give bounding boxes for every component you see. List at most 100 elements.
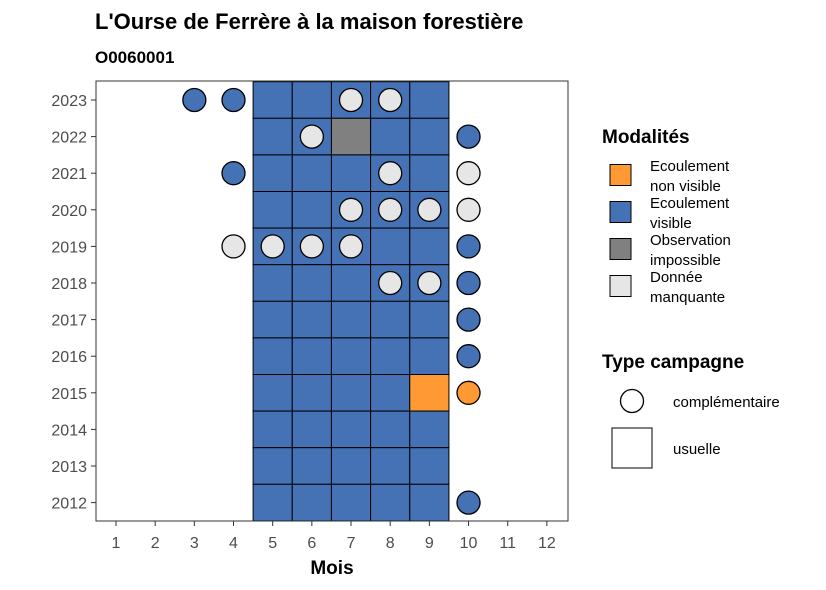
tile-2018-6 — [291, 264, 332, 302]
tile-2015-5 — [252, 374, 293, 412]
point-2022-10 — [456, 124, 481, 149]
y-tick-label: 2012 — [51, 496, 87, 513]
tile-2020-5 — [252, 191, 293, 229]
x-tick-label: 11 — [499, 535, 516, 552]
point-2023-8 — [378, 87, 403, 113]
tile-2014-7 — [330, 410, 372, 449]
tile-2021-9 — [409, 154, 450, 192]
point-2021-8 — [378, 161, 403, 186]
tile-2013-7 — [330, 447, 372, 485]
point-2019-10 — [456, 234, 481, 259]
tile-2022-5 — [252, 117, 293, 156]
x-tick-label: 3 — [190, 535, 199, 552]
x-tick-label: 7 — [347, 535, 356, 552]
point-2019-5 — [260, 234, 285, 259]
tile-2021-5 — [252, 154, 293, 192]
legend-label-line1: Observation — [650, 232, 731, 249]
tile-2021-6 — [291, 154, 332, 192]
legend-square-symbol — [611, 427, 653, 469]
y-tick-label: 2022 — [51, 130, 87, 147]
y-tick-label: 2013 — [51, 459, 87, 476]
tile-2013-8 — [370, 447, 411, 485]
chart-title: L'Ourse de Ferrère à la maison forestièr… — [95, 9, 523, 34]
legend-label-line1: Ecoulement — [650, 158, 730, 175]
y-tick-label: 2020 — [51, 203, 87, 220]
point-2018-8 — [378, 270, 403, 296]
tile-2019-8 — [370, 227, 411, 266]
legend-label-line2: non visible — [650, 178, 721, 195]
tile-2015-6 — [291, 374, 332, 412]
tile-2014-6 — [291, 410, 332, 449]
tile-2013-6 — [291, 447, 332, 485]
tile-2016-8 — [370, 337, 411, 375]
x-axis-title: Mois — [310, 558, 353, 579]
y-tick-label: 2017 — [51, 313, 87, 330]
x-tick-label: 2 — [151, 535, 160, 552]
point-2018-10 — [456, 270, 481, 296]
tile-2015-7 — [330, 374, 372, 412]
y-axis: 2023 2022 2021 2020 2019 2018 2017 2016 2015 2014… — [51, 93, 96, 513]
tile-2015-8 — [370, 374, 411, 412]
x-tick-label: 9 — [425, 535, 434, 552]
tile-2014-9 — [409, 410, 450, 449]
complementaire-points — [182, 87, 481, 515]
tile-2016-7 — [330, 337, 372, 375]
tile-2023-6 — [291, 81, 332, 119]
legend-type-title: Type campagne — [602, 352, 744, 373]
tile-2020-6 — [291, 191, 332, 229]
legend-label-line2: manquante — [650, 289, 725, 306]
tile-2012-5 — [252, 483, 293, 522]
tile-2023-9 — [409, 81, 450, 119]
point-2018-9 — [417, 270, 442, 296]
y-tick-label: 2021 — [51, 166, 87, 183]
tile-2014-5 — [252, 410, 293, 449]
tile-2016-6 — [291, 337, 332, 375]
usuelle-tiles — [252, 81, 450, 522]
y-tick-label: 2016 — [51, 349, 87, 366]
tile-2018-5 — [252, 264, 293, 302]
tile-2016-5 — [252, 337, 293, 375]
legend-swatch-donnee_manquante — [609, 275, 632, 297]
x-tick-label: 8 — [386, 535, 395, 552]
tile-2023-5 — [252, 81, 293, 119]
point-2020-8 — [378, 197, 403, 222]
legend-label-line2: impossible — [650, 252, 721, 269]
tile-2022-9 — [409, 117, 450, 156]
point-2021-4 — [221, 161, 246, 186]
tile-2014-8 — [370, 410, 411, 449]
legend-circle-symbol — [619, 388, 645, 414]
tile-2017-9 — [409, 300, 450, 339]
tile-2013-9 — [409, 447, 450, 485]
legend-type-label: complémentaire — [673, 394, 780, 411]
y-tick-label: 2018 — [51, 276, 87, 293]
point-2017-10 — [456, 307, 481, 332]
tile-2012-8 — [370, 483, 411, 522]
tile-2013-5 — [252, 447, 293, 485]
point-2023-3 — [182, 87, 207, 113]
legend-swatch-observation_impossible — [609, 238, 632, 260]
point-2019-6 — [299, 234, 325, 259]
legend-swatch-ecoulement_non_visible — [609, 164, 632, 186]
tile-2017-7 — [330, 300, 372, 339]
x-tick-label: 4 — [229, 535, 238, 552]
legend-swatch-ecoulement_visible — [609, 201, 632, 223]
legend-label-line2: visible — [650, 215, 692, 232]
tile-2017-5 — [252, 300, 293, 339]
tile-2017-6 — [291, 300, 332, 339]
point-2019-4 — [221, 234, 246, 259]
plot-border — [95, 80, 569, 522]
y-tick-label: 2019 — [51, 239, 87, 256]
legend-type-campagne: Type campagne complémentaire usuelle — [602, 352, 780, 469]
point-2015-10 — [456, 380, 481, 405]
legend-label-line1: Donnée — [650, 269, 703, 286]
x-tick-label: 5 — [268, 535, 277, 552]
tile-2018-7 — [330, 264, 372, 302]
tile-2012-9 — [409, 483, 450, 522]
x-tick-label: 1 — [112, 535, 121, 552]
tile-2021-7 — [330, 154, 372, 192]
point-2012-10 — [456, 490, 481, 515]
chart-subtitle: O0060001 — [95, 48, 174, 67]
point-2020-10 — [456, 197, 481, 222]
x-tick-label: 10 — [460, 535, 478, 552]
